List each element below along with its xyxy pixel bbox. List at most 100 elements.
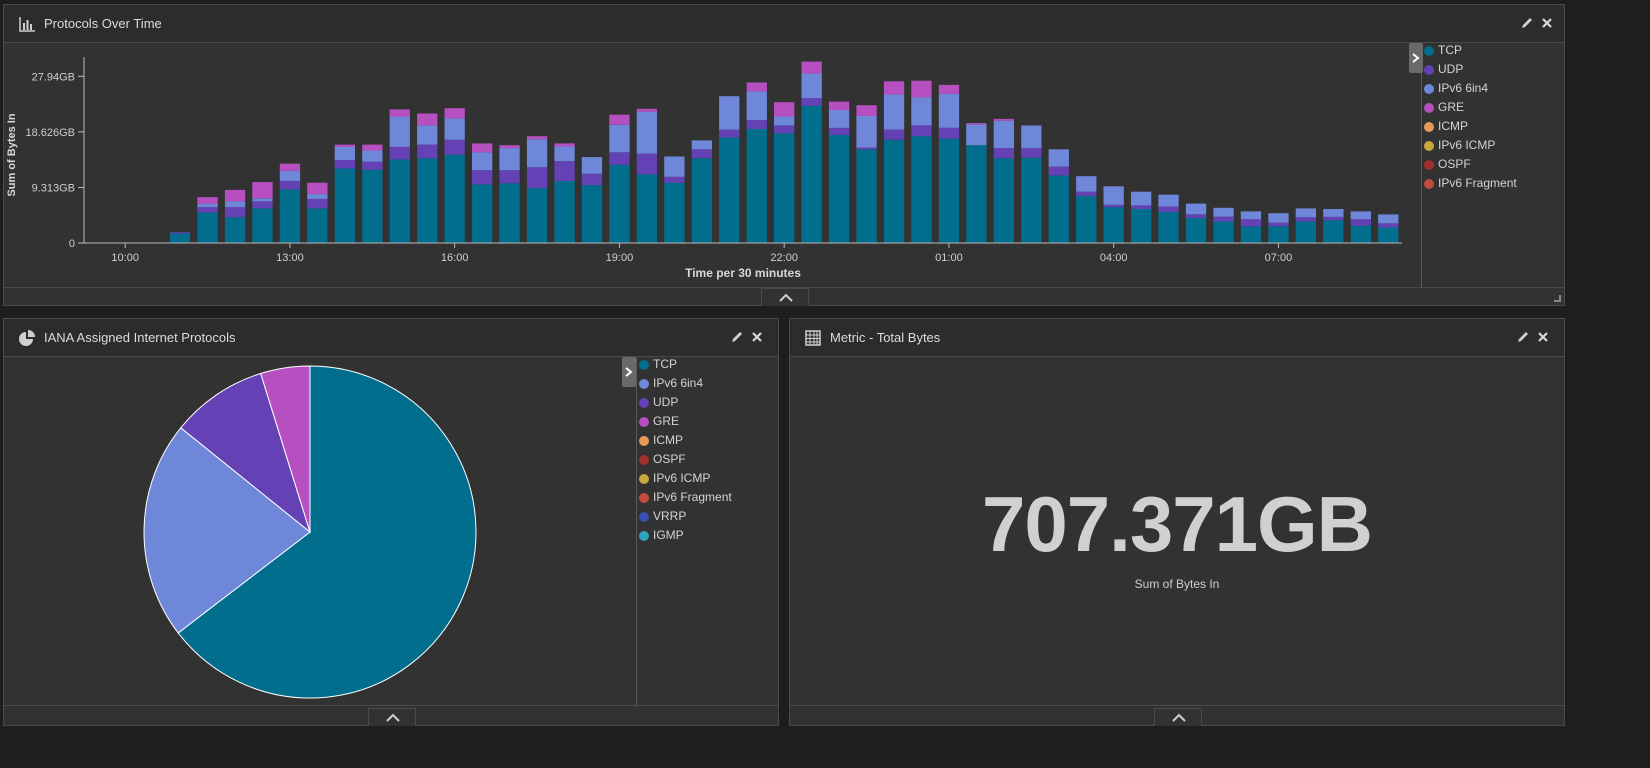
bar-segment-ipv6-6in4[interactable] — [691, 140, 712, 150]
bar-segment-tcp[interactable] — [1240, 226, 1262, 243]
close-icon[interactable] — [1540, 16, 1554, 30]
bar-segment-ipv6-6in4[interactable] — [417, 125, 438, 145]
bar-segment-gre[interactable] — [499, 145, 520, 149]
bar-segment-ipv6-6in4[interactable] — [911, 97, 932, 126]
legend-item-ipv6-6in4[interactable]: IPv6 6in4 — [1422, 79, 1517, 98]
bar-segment-ipv6-6in4[interactable] — [1048, 149, 1069, 167]
bar-segment-tcp[interactable] — [636, 174, 657, 243]
bar-segment-gre[interactable] — [307, 182, 328, 194]
edit-pencil-icon[interactable] — [1516, 330, 1530, 344]
bar-segment-tcp[interactable] — [1103, 207, 1124, 243]
bar-segment-ipv6-6in4[interactable] — [334, 146, 355, 160]
pie-slice-udp[interactable] — [180, 372, 311, 534]
bar-segment-udp[interactable] — [1158, 206, 1179, 212]
bar-segment-udp[interactable] — [1213, 216, 1234, 222]
bar-segment-ipv6-6in4[interactable] — [526, 139, 548, 168]
bar-segment-gre[interactable] — [417, 113, 438, 126]
bar-segment-gre[interactable] — [224, 189, 246, 202]
edit-pencil-icon[interactable] — [1520, 16, 1534, 30]
legend-item-ipv6-fragment[interactable]: IPv6 Fragment — [1422, 174, 1517, 193]
bar-segment-gre[interactable] — [993, 118, 1014, 121]
bar-segment-udp[interactable] — [1185, 214, 1207, 218]
bar-segment-udp[interactable] — [334, 160, 355, 169]
bar-segment-tcp[interactable] — [1158, 212, 1179, 243]
bar-segment-ipv6-6in4[interactable] — [1323, 209, 1344, 217]
bar-segment-gre[interactable] — [856, 105, 877, 116]
bar-segment-ipv6-6in4[interactable] — [1350, 211, 1371, 220]
bar-segment-udp[interactable] — [1103, 204, 1124, 208]
bar-segment-ipv6-6in4[interactable] — [1158, 194, 1179, 207]
legend-item-udp[interactable]: UDP — [1422, 60, 1517, 79]
bar-segment-tcp[interactable] — [334, 168, 355, 243]
bar-segment-gre[interactable] — [197, 197, 218, 204]
pie-slice-gre[interactable] — [260, 365, 311, 533]
edit-pencil-icon[interactable] — [730, 330, 744, 344]
bar-segment-udp[interactable] — [856, 147, 877, 150]
bar-segment-ipv6-6in4[interactable] — [1378, 214, 1399, 224]
bar-segment-ipv6-6in4[interactable] — [609, 124, 630, 153]
bar-segment-udp[interactable] — [609, 152, 630, 165]
bar-segment-ipv6-6in4[interactable] — [856, 115, 877, 148]
bar-segment-ipv6-6in4[interactable] — [499, 148, 520, 171]
bar-segment-gre[interactable] — [252, 182, 273, 199]
bar-segment-ipv6-6in4[interactable] — [1103, 186, 1124, 205]
bar-segment-udp[interactable] — [664, 176, 685, 183]
bar-segment-udp[interactable] — [554, 161, 575, 181]
bar-segment-tcp[interactable] — [691, 158, 712, 243]
bar-segment-tcp[interactable] — [362, 169, 383, 243]
bar-segment-tcp[interactable] — [554, 181, 575, 243]
bar-segment-udp[interactable] — [801, 98, 822, 106]
bar-segment-gre[interactable] — [911, 80, 932, 98]
bar-segment-ipv6-6in4[interactable] — [1076, 176, 1097, 192]
bar-segment-ipv6-6in4[interactable] — [774, 116, 795, 126]
bar-segment-udp[interactable] — [499, 170, 520, 184]
bar-segment-gre[interactable] — [279, 163, 301, 171]
bar-segment-tcp[interactable] — [883, 139, 905, 243]
bar-segment-tcp[interactable] — [197, 212, 218, 243]
legend-item-ipv6-fragment[interactable]: IPv6 Fragment — [637, 488, 732, 507]
bar-segment-udp[interactable] — [1021, 148, 1042, 158]
bar-segment-udp[interactable] — [1378, 223, 1399, 228]
bar-segment-gre[interactable] — [334, 144, 355, 147]
bar-segment-tcp[interactable] — [1350, 225, 1371, 243]
bar-segment-tcp[interactable] — [1268, 226, 1289, 243]
bar-segment-ipv6-6in4[interactable] — [1240, 211, 1262, 220]
bar-segment-udp[interactable] — [1323, 216, 1344, 221]
legend-item-icmp[interactable]: ICMP — [1422, 117, 1517, 136]
bar-segment-udp[interactable] — [169, 232, 191, 234]
legend-item-ospf[interactable]: OSPF — [1422, 155, 1517, 174]
bar-segment-gre[interactable] — [554, 143, 575, 147]
bar-segment-udp[interactable] — [636, 153, 657, 175]
bar-segment-udp[interactable] — [828, 127, 850, 136]
bar-segment-ipv6-6in4[interactable] — [224, 201, 246, 208]
bar-segment-ipv6-6in4[interactable] — [993, 120, 1014, 149]
bar-segment-udp[interactable] — [526, 167, 548, 189]
bar-segment-udp[interactable] — [1240, 219, 1262, 227]
bar-segment-gre[interactable] — [472, 143, 493, 153]
bar-segment-udp[interactable] — [472, 170, 493, 185]
bar-segment-ipv6-6in4[interactable] — [252, 198, 273, 202]
bar-segment-tcp[interactable] — [417, 158, 438, 243]
bar-segment-gre[interactable] — [609, 114, 630, 125]
bar-segment-tcp[interactable] — [966, 145, 987, 243]
bar-segment-gre[interactable] — [389, 109, 410, 117]
bar-segment-ipv6-6in4[interactable] — [1213, 207, 1234, 217]
bar-segment-ipv6-6in4[interactable] — [966, 124, 987, 146]
legend-toggle-button[interactable] — [622, 357, 636, 387]
bar-segment-tcp[interactable] — [1213, 221, 1234, 244]
bar-segment-tcp[interactable] — [1378, 227, 1399, 244]
bar-segment-ipv6-6in4[interactable] — [472, 152, 493, 171]
bar-segment-udp[interactable] — [417, 144, 438, 159]
bar-segment-ipv6-6in4[interactable] — [801, 73, 822, 99]
bar-segment-udp[interactable] — [993, 148, 1014, 159]
bar-segment-udp[interactable] — [1350, 219, 1371, 226]
collapse-panel-button[interactable] — [1154, 708, 1202, 726]
bar-segment-udp[interactable] — [444, 139, 465, 155]
bar-segment-udp[interactable] — [307, 198, 328, 209]
bar-segment-udp[interactable] — [719, 129, 740, 138]
bar-segment-gre[interactable] — [774, 102, 795, 117]
bar-segment-tcp[interactable] — [499, 183, 520, 243]
bar-segment-ipv6-6in4[interactable] — [581, 157, 603, 174]
legend-item-ipv6-icmp[interactable]: IPv6 ICMP — [1422, 136, 1517, 155]
bar-segment-ipv6-6in4[interactable] — [362, 150, 383, 162]
